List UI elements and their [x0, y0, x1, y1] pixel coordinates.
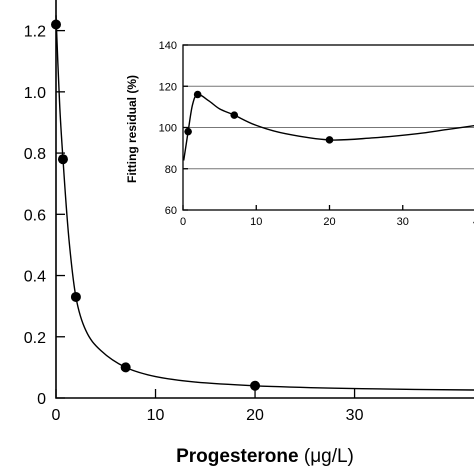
inset-y-axis-label: Fitting residual (%)	[125, 75, 139, 183]
data-point	[250, 380, 261, 391]
residual-curve	[183, 93, 474, 161]
inset-data-point	[325, 136, 334, 144]
inset-x-tick-label: 10	[250, 216, 262, 228]
inset-y-tick-label: 60	[165, 205, 177, 217]
y-tick-label: 1.0	[24, 85, 46, 102]
y-tick-label: 0.2	[24, 330, 46, 347]
inset-y-tick-label: 140	[159, 40, 177, 52]
main-plot: 0 0.2 0.4 0.6 0.8 1.0 1.2 0 10 20 30	[24, 0, 474, 424]
data-point	[70, 291, 81, 302]
x-tick-label: 10	[147, 407, 165, 424]
data-point	[51, 19, 61, 30]
inset-x-tick-label: 30	[397, 216, 409, 228]
x-tick-label: 0	[52, 407, 61, 424]
y-tick-label: 1.2	[24, 24, 46, 41]
data-point	[57, 154, 68, 165]
inset-plot: 60 80 100 120 140 0 10 20 30 4	[159, 40, 474, 228]
inset-x-tick-label: 0	[180, 216, 186, 228]
y-tick-label: 0.8	[24, 146, 46, 163]
inset-y-tick-label: 80	[165, 164, 177, 176]
x-tick-label: 30	[346, 407, 364, 424]
y-tick-label: 0.4	[24, 269, 46, 286]
inset-x-tick-label-cropped: 4	[473, 216, 474, 228]
inset-data-point	[230, 111, 239, 119]
inset-data-point	[184, 127, 192, 136]
inset-y-tick-label: 120	[159, 81, 177, 93]
inset-y-tick-label: 100	[159, 123, 177, 135]
x-axis-label: Progesterone (μg/L)	[176, 446, 354, 467]
y-tick-label: 0	[37, 391, 46, 408]
x-tick-label: 20	[246, 407, 264, 424]
y-tick-label: 0.6	[24, 207, 46, 224]
inset-data-point	[193, 90, 202, 99]
inset-x-tick-label: 20	[323, 216, 335, 228]
data-point	[120, 362, 131, 373]
